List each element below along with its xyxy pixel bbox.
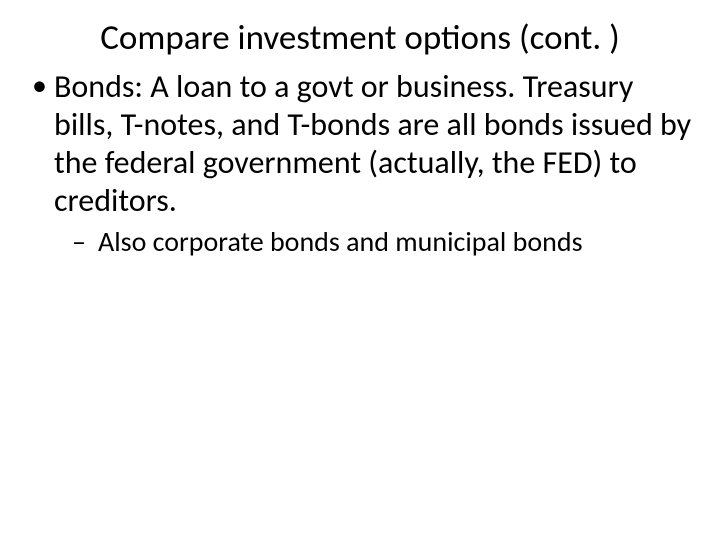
slide-title: Compare investment options (cont. ) bbox=[28, 18, 692, 58]
bullet-text: Bonds: A loan to a govt or business. Tre… bbox=[54, 67, 691, 219]
list-item: Bonds: A loan to a govt or business. Tre… bbox=[28, 68, 692, 259]
sub-list-item: Also corporate bonds and municipal bonds bbox=[64, 225, 692, 259]
sub-bullet-text: Also corporate bonds and municipal bonds bbox=[98, 224, 583, 259]
slide: Compare investment options (cont. ) Bond… bbox=[0, 0, 720, 540]
sub-bullet-list: Also corporate bonds and municipal bonds bbox=[54, 225, 692, 259]
bullet-list: Bonds: A loan to a govt or business. Tre… bbox=[28, 68, 692, 259]
